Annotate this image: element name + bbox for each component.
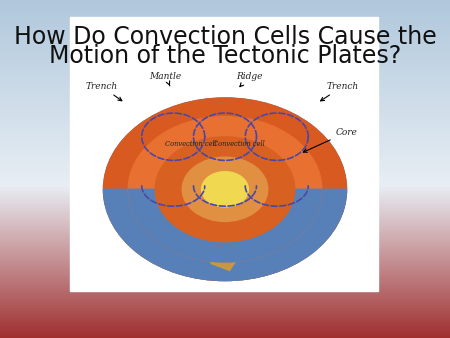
Text: Trench: Trench — [320, 82, 359, 101]
Circle shape — [182, 157, 268, 221]
Circle shape — [155, 137, 295, 242]
Wedge shape — [104, 189, 346, 281]
Text: Convection cell: Convection cell — [212, 140, 265, 148]
Text: Mantle: Mantle — [149, 72, 182, 86]
Circle shape — [202, 172, 248, 207]
Text: Ridge: Ridge — [237, 72, 263, 87]
Text: Convection cell: Convection cell — [166, 140, 217, 148]
Polygon shape — [198, 186, 243, 270]
Bar — [70, 17, 378, 291]
Text: Core: Core — [303, 128, 357, 152]
Circle shape — [104, 98, 346, 281]
Text: Trench: Trench — [85, 82, 122, 101]
Wedge shape — [128, 189, 322, 262]
Text: How Do Convection Cells Cause the: How Do Convection Cells Cause the — [14, 24, 436, 49]
Text: Motion of the Tectonic Plates?: Motion of the Tectonic Plates? — [49, 44, 401, 68]
Circle shape — [104, 98, 346, 281]
Circle shape — [128, 117, 322, 262]
